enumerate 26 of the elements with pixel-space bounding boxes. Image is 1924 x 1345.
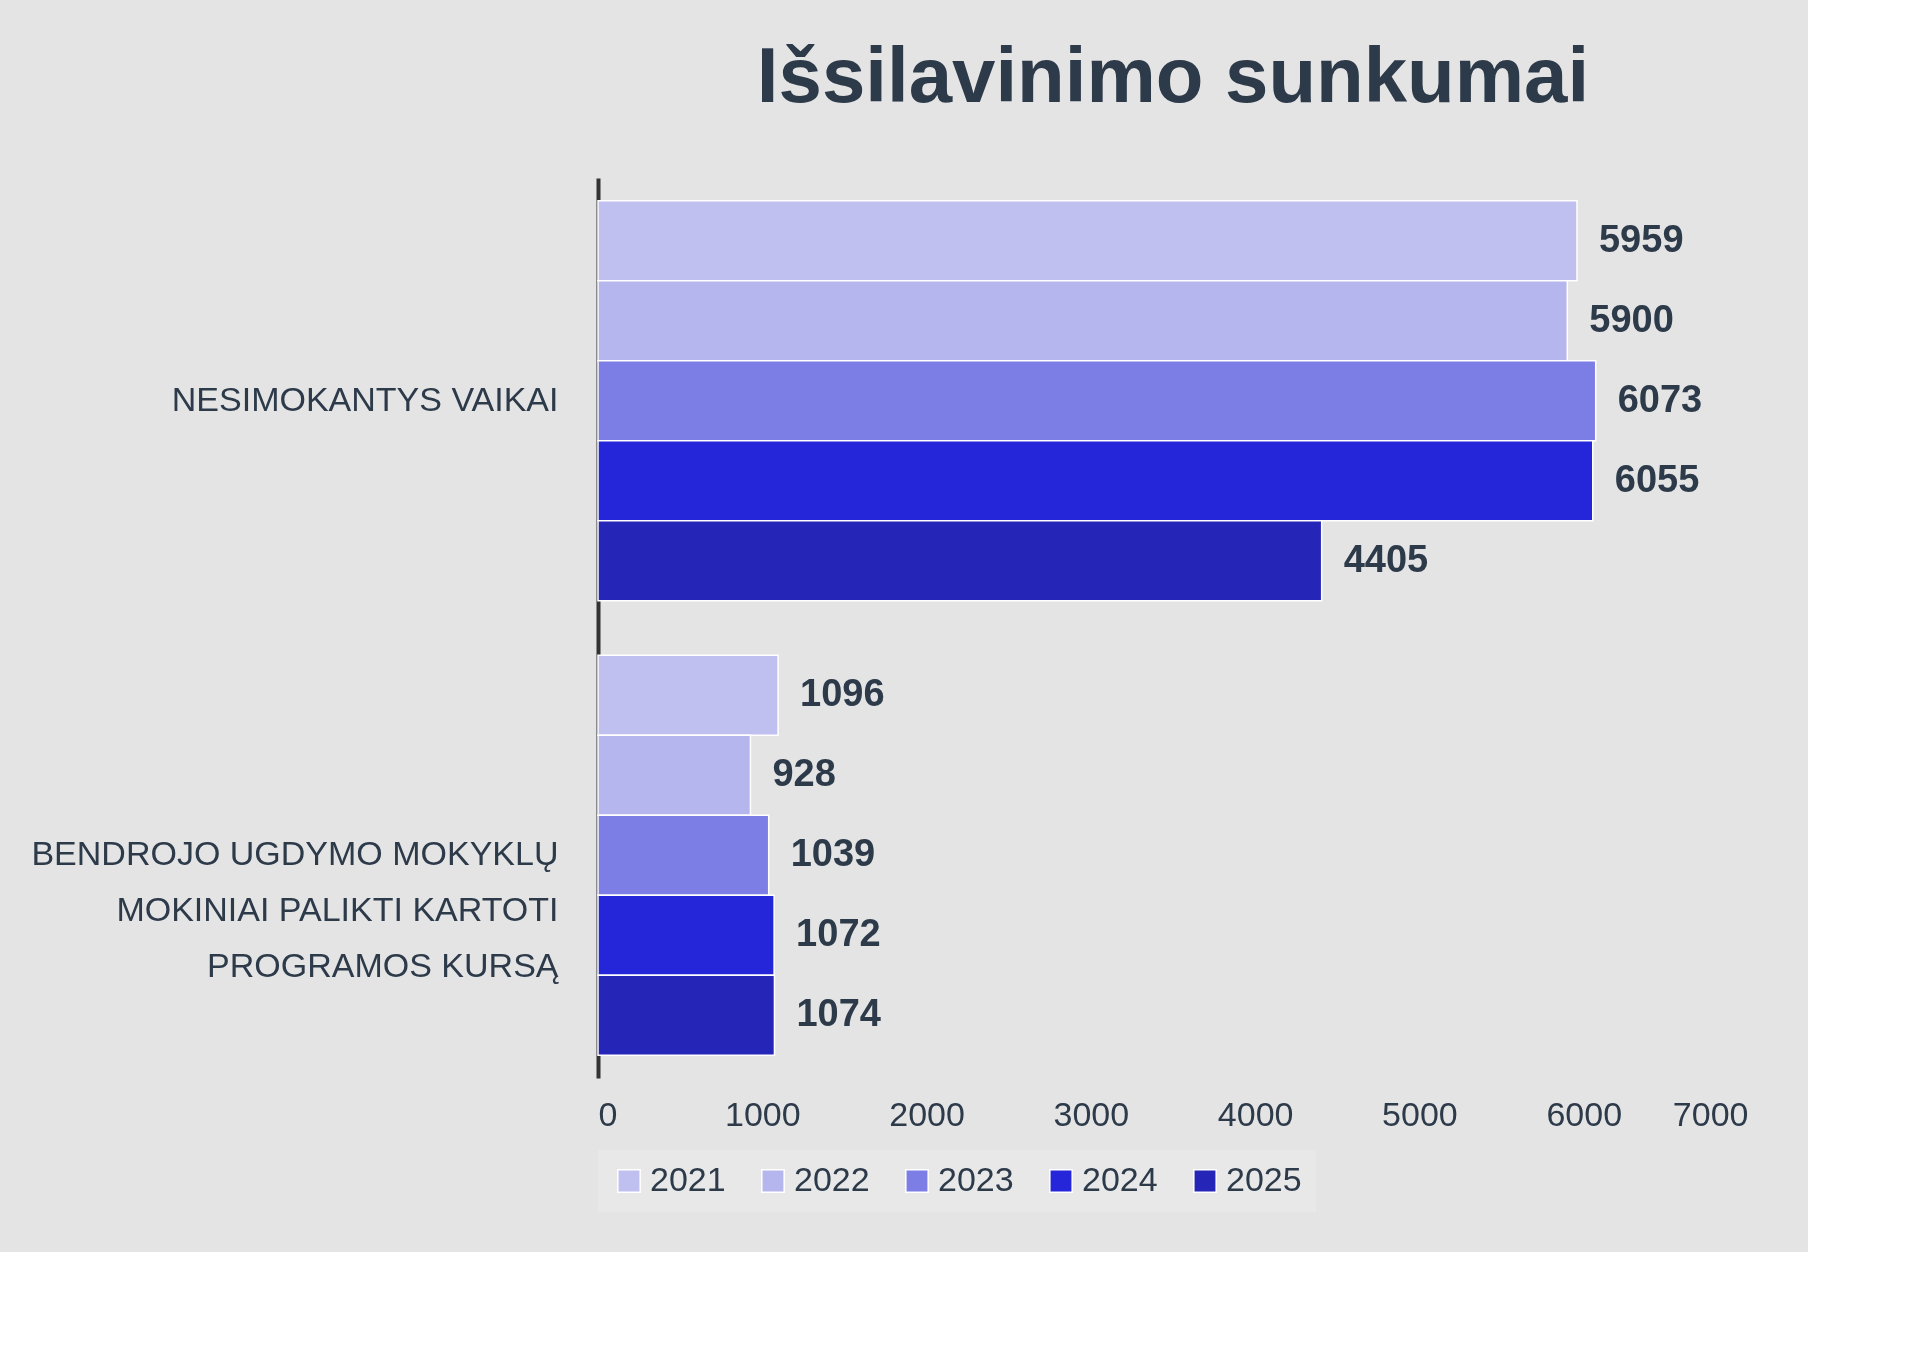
x-tick-label: 6000 <box>1546 1094 1623 1133</box>
legend-label: 2024 <box>1082 1160 1158 1198</box>
data-label: 4405 <box>1343 537 1429 580</box>
legend-label: 2023 <box>938 1160 1014 1198</box>
x-tick-label: 2000 <box>889 1094 965 1133</box>
data-label: 1096 <box>800 672 885 715</box>
x-tick-label: 1000 <box>724 1094 801 1133</box>
data-label: 5959 <box>1598 217 1684 260</box>
x-tick-label: 0 <box>598 1094 618 1133</box>
y-tick-label: NESIMOKANTYS VAIKAI <box>171 379 559 418</box>
chart-title: Išsilavinimo sunkumai <box>756 31 1590 119</box>
x-tick-label: 4000 <box>1217 1094 1294 1133</box>
data-label: 6055 <box>1614 457 1700 500</box>
data-label: 6073 <box>1617 377 1703 420</box>
y-tick-label: BENDROJO UGDYMO MOKYKLŲ MOKINIAI PALIKTI KARTOTI PROGRAMOS KURSĄ <box>31 834 559 985</box>
legend-label: 2022 <box>794 1160 870 1198</box>
x-tick-label: 5000 <box>1382 1094 1458 1133</box>
data-label: 1039 <box>790 832 876 875</box>
legend-label: 2021 <box>650 1160 726 1198</box>
x-tick-label: 7000 <box>1672 1094 1749 1133</box>
data-label: 928 <box>772 752 836 795</box>
x-tick-label: 3000 <box>1053 1094 1130 1133</box>
data-label: 1074 <box>796 992 881 1035</box>
legend-label: 2025 <box>1226 1160 1302 1198</box>
data-label: 5900 <box>1589 297 1674 340</box>
data-label: 1072 <box>796 912 881 955</box>
